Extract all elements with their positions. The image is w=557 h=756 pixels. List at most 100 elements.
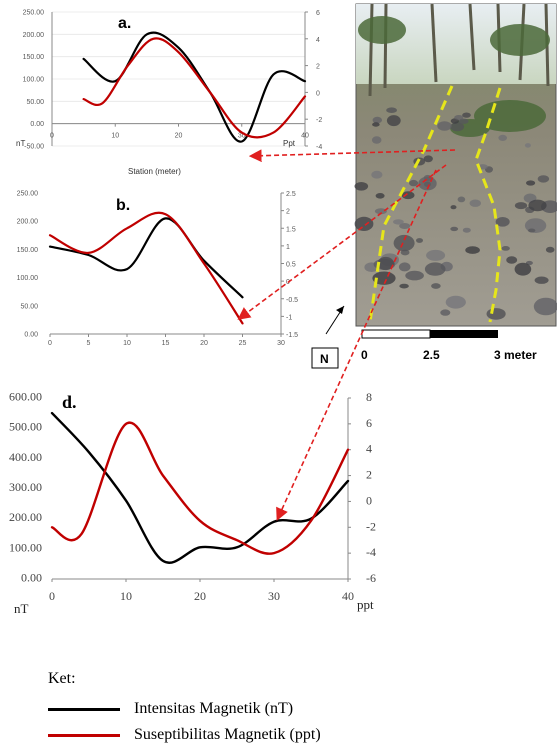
stone (416, 238, 423, 243)
chart-panel-a: -50.000.0050.00100.00150.00200.00250.00 … (16, 10, 322, 177)
left-tick-label: 0.00 (30, 121, 44, 128)
chart-panel-b: 0.00 50.00 100.00 150.00 200.00 250.00 -1.5 -1… (17, 191, 299, 348)
right-tick-label: 4 (316, 37, 320, 44)
stone (426, 249, 446, 261)
stone (501, 246, 510, 251)
series-line-intensity (48, 217, 244, 299)
stone (401, 191, 415, 200)
x-tick-label: 30 (238, 133, 246, 140)
series-line-intensity (50, 411, 350, 564)
x-tick-label: 15 (162, 340, 170, 347)
stone (423, 155, 433, 163)
x-tick-label: 30 (277, 340, 285, 347)
right-tick-label: 1.5 (286, 226, 296, 233)
legend-swatch-intensity (48, 707, 120, 711)
stone (498, 134, 508, 141)
north-box (311, 347, 339, 369)
x-tick-label: 0 (50, 133, 54, 140)
stone (533, 297, 557, 316)
scale-label-0: 0 (361, 348, 368, 362)
left-tick-label: 50.00 (26, 99, 44, 106)
x-tick-label: 25 (239, 340, 247, 347)
stone (445, 295, 466, 309)
left-tick-label: 200.00 (9, 510, 42, 524)
legend-label-intensity: Intensitas Magnetik (nT) (134, 700, 294, 717)
x-tick-label: 0 (48, 340, 52, 347)
stone (409, 179, 419, 187)
field-photo (354, 3, 557, 327)
stone (462, 112, 471, 118)
left-tick-label: 150.00 (17, 247, 39, 254)
left-tick-label: 250.00 (23, 10, 45, 17)
right-tick-label: 2 (316, 64, 320, 71)
left-tick-label: 0.00 (21, 571, 42, 585)
stone (514, 202, 528, 210)
right-tick-label: -4 (316, 144, 322, 151)
stone (450, 122, 465, 132)
left-tick-label: 0.00 (24, 332, 38, 339)
left-tick-label: 300.00 (9, 480, 42, 494)
right-tick-label: 0 (316, 90, 320, 97)
stone (537, 175, 550, 183)
right-tick-label: -6 (366, 571, 376, 585)
x-tick-label: 40 (301, 133, 309, 140)
legend-swatch-susceptibility (48, 733, 120, 737)
left-unit-d: nT (14, 601, 29, 616)
right-tick-label: 0 (366, 493, 372, 507)
stone (450, 205, 457, 210)
stone (457, 196, 466, 203)
right-tick-label: -1.5 (286, 332, 298, 339)
x-tick-label: 5 (87, 340, 91, 347)
left-tick-label: -50.00 (24, 144, 44, 151)
right-unit-a: Ppt (283, 139, 296, 148)
north-label: N (320, 352, 329, 366)
right-tick-label: 2 (366, 468, 372, 482)
stone (393, 234, 415, 252)
right-tick-label: -2 (366, 519, 376, 533)
arrow-to-panel-b (237, 164, 447, 320)
left-tick-label: 100.00 (9, 540, 42, 554)
left-unit-a: nT (16, 139, 25, 148)
stone (528, 228, 536, 233)
stone (506, 256, 518, 264)
panel-label-a: a. (118, 15, 131, 32)
stone (377, 256, 395, 271)
stone (431, 283, 441, 289)
stone (514, 262, 532, 276)
right-tick-label: -0.5 (286, 297, 298, 304)
x-tick-label: 40 (342, 589, 354, 603)
right-tick-label: -1 (286, 314, 292, 321)
stone (372, 271, 396, 285)
x-tick-label: 20 (175, 133, 183, 140)
stone (458, 118, 469, 124)
x-tick-label: 30 (268, 589, 280, 603)
correlation-arrows (237, 149, 456, 521)
stone (424, 262, 446, 276)
left-tick-label: 100.00 (23, 77, 45, 84)
right-tick-label: 2 (286, 209, 290, 216)
x-tick-label: 20 (194, 589, 206, 603)
outcrop-boundary-lines (368, 85, 502, 323)
chart-panel-d: 0.00 100.00 200.00 300.00 400.00 500.00 600.00… (9, 390, 376, 617)
right-tick-label: -2 (316, 117, 322, 124)
right-tick-label: 4 (366, 442, 372, 456)
stone (454, 115, 464, 120)
left-tick-label: 100.00 (17, 275, 39, 282)
right-unit-d: ppt (357, 597, 374, 612)
stone (495, 217, 510, 227)
legend-item-susceptibility: Suseptibilitas Magnetik (ppt) (48, 722, 321, 748)
stone (524, 143, 531, 148)
stone (405, 270, 424, 281)
right-tick-label: 2.5 (286, 191, 296, 198)
stone (393, 219, 404, 225)
x-tick-label: 10 (111, 133, 119, 140)
stone (437, 121, 452, 131)
stone (354, 216, 374, 231)
scale-label-2-5: 2.5 (423, 348, 440, 362)
stone (534, 276, 549, 284)
stone (545, 246, 555, 253)
stone (374, 208, 387, 215)
left-tick-label: 200.00 (23, 32, 45, 39)
stone (450, 226, 459, 232)
